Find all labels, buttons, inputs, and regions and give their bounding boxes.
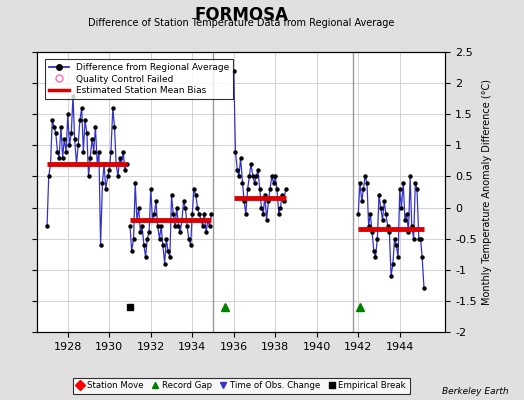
Text: Berkeley Earth: Berkeley Earth	[442, 387, 508, 396]
Legend: Difference from Regional Average, Quality Control Failed, Estimated Station Mean: Difference from Regional Average, Qualit…	[45, 59, 233, 99]
Y-axis label: Monthly Temperature Anomaly Difference (°C): Monthly Temperature Anomaly Difference (…	[482, 79, 493, 305]
Text: FORMOSA: FORMOSA	[194, 6, 288, 24]
Legend: Station Move, Record Gap, Time of Obs. Change, Empirical Break: Station Move, Record Gap, Time of Obs. C…	[72, 378, 410, 394]
Text: Difference of Station Temperature Data from Regional Average: Difference of Station Temperature Data f…	[88, 18, 394, 28]
